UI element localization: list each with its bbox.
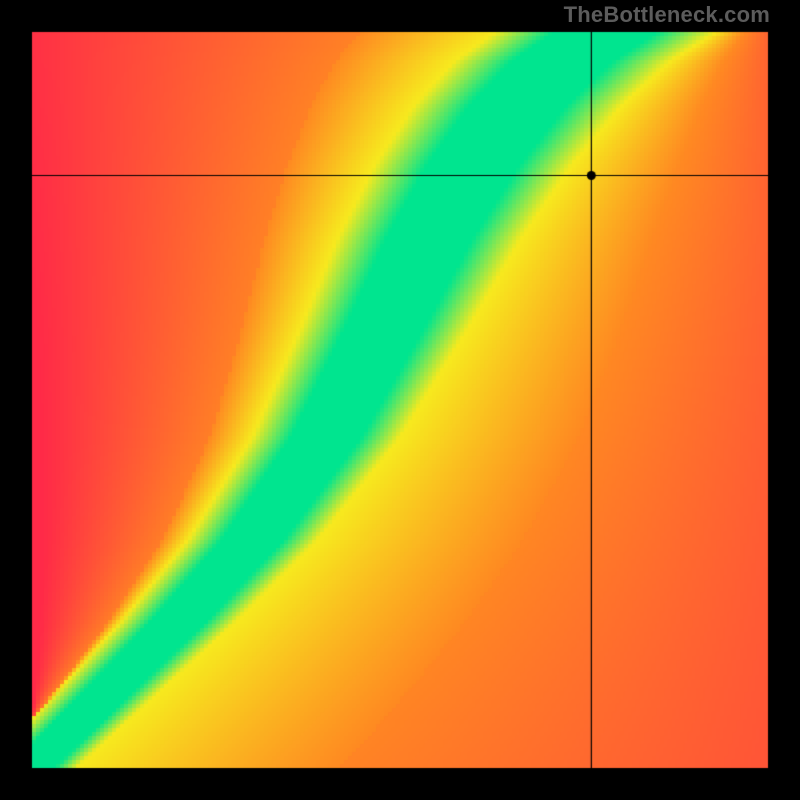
- chart-container: TheBottleneck.com: [0, 0, 800, 800]
- bottleneck-heatmap: [0, 0, 800, 800]
- watermark-text: TheBottleneck.com: [564, 2, 770, 28]
